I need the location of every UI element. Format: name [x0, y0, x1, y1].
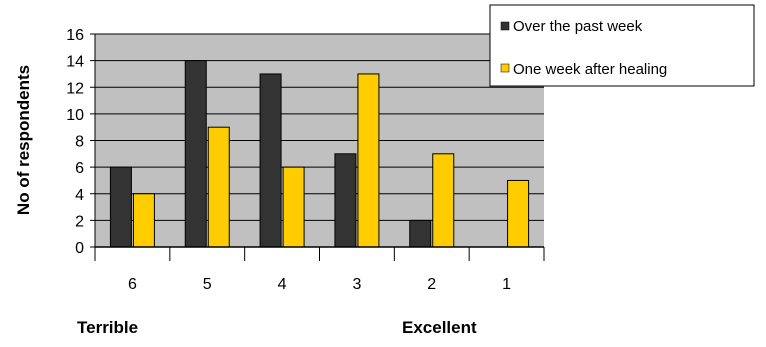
bar-past-week-3 [334, 153, 357, 248]
y-tick-label: 2 [75, 213, 84, 230]
y-tick-label: 0 [75, 240, 84, 257]
bar-past-week-2 [409, 219, 432, 248]
bar-after-healing-6 [132, 193, 155, 248]
bar-after-healing-1 [507, 179, 530, 248]
y-tick-label: 10 [66, 107, 84, 124]
x-tick-label: 4 [278, 276, 287, 293]
legend-label-after-healing: One week after healing [513, 61, 667, 78]
scale-label-excellent: Excellent [402, 318, 477, 337]
bar-after-healing-4 [282, 166, 305, 248]
x-tick-label: 3 [352, 276, 361, 293]
legend-label-past-week: Over the past week [513, 18, 643, 35]
y-axis-label: No of respondents [14, 65, 33, 215]
legend-box [489, 4, 755, 87]
scale-label-terrible: Terrible [77, 318, 138, 337]
x-tick-label: 1 [502, 276, 511, 293]
legend-swatch-after-healing [500, 63, 510, 73]
y-tick-label: 16 [66, 27, 84, 44]
y-tick-label: 12 [66, 80, 84, 97]
y-tick-label: 6 [75, 160, 84, 177]
legend: Over the past week One week after healin… [489, 4, 755, 87]
bar-past-week-6 [109, 166, 132, 248]
x-tick-label: 5 [203, 276, 212, 293]
legend-swatch-past-week [500, 21, 510, 31]
bar-past-week-4 [259, 73, 282, 248]
bar-after-healing-3 [357, 73, 380, 248]
bar-after-healing-2 [432, 153, 455, 248]
x-tick-label: 2 [427, 276, 436, 293]
bar-past-week-5 [184, 60, 207, 248]
y-tick-label: 4 [75, 187, 84, 204]
bar-after-healing-5 [207, 126, 230, 248]
y-tick-label: 14 [66, 54, 84, 71]
x-tick-label: 6 [128, 276, 137, 293]
y-tick-label: 8 [75, 134, 84, 151]
